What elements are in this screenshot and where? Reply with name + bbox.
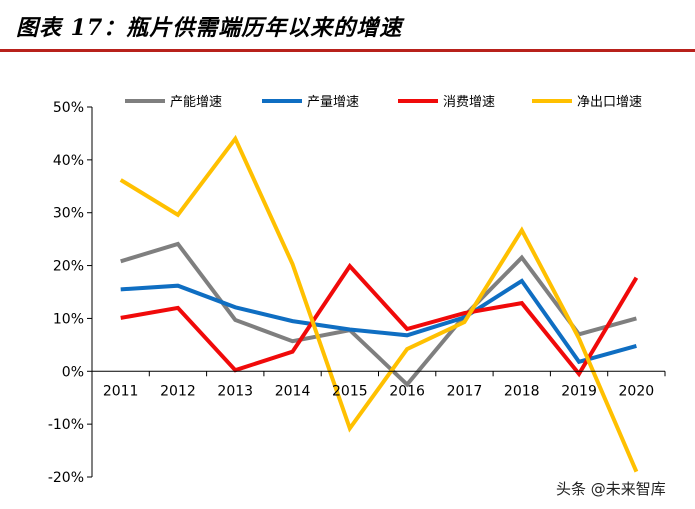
y-tick-label: 40% bbox=[53, 153, 84, 169]
title-divider bbox=[0, 49, 695, 52]
chart-title: 图表 17：瓶片供需端历年以来的增速 bbox=[16, 15, 403, 41]
legend-label: 产能增速 bbox=[170, 95, 222, 110]
y-tick-label: 30% bbox=[53, 206, 84, 222]
x-tick-label: 2013 bbox=[217, 383, 253, 399]
series-line-4 bbox=[119, 134, 639, 473]
legend-label: 消费增速 bbox=[443, 95, 495, 110]
legend-label: 产量增速 bbox=[307, 95, 359, 110]
series-line-2 bbox=[120, 278, 637, 365]
x-tick-label: 2016 bbox=[389, 383, 425, 399]
y-tick-label: 0% bbox=[62, 364, 84, 380]
y-tick-label: 20% bbox=[53, 259, 84, 275]
series-line-3 bbox=[120, 262, 639, 378]
y-tick-label: -20% bbox=[48, 470, 84, 486]
legend-label: 净出口增速 bbox=[577, 95, 642, 110]
x-tick-label: 2018 bbox=[504, 383, 540, 399]
watermark: 头条 @未来智库 bbox=[556, 480, 666, 498]
x-tick-label: 2014 bbox=[275, 383, 311, 399]
x-tick-label: 2011 bbox=[103, 383, 139, 399]
x-tick-label: 2020 bbox=[619, 383, 655, 399]
y-tick-label: -10% bbox=[48, 417, 84, 433]
x-tick-label: 2012 bbox=[160, 383, 196, 399]
y-tick-label: 50% bbox=[53, 100, 84, 116]
x-tick-label: 2019 bbox=[561, 383, 597, 399]
x-tick-label: 2017 bbox=[447, 383, 483, 399]
y-tick-label: 10% bbox=[53, 311, 84, 327]
x-tick-label: 2015 bbox=[332, 383, 368, 399]
series-line-1 bbox=[120, 241, 637, 388]
